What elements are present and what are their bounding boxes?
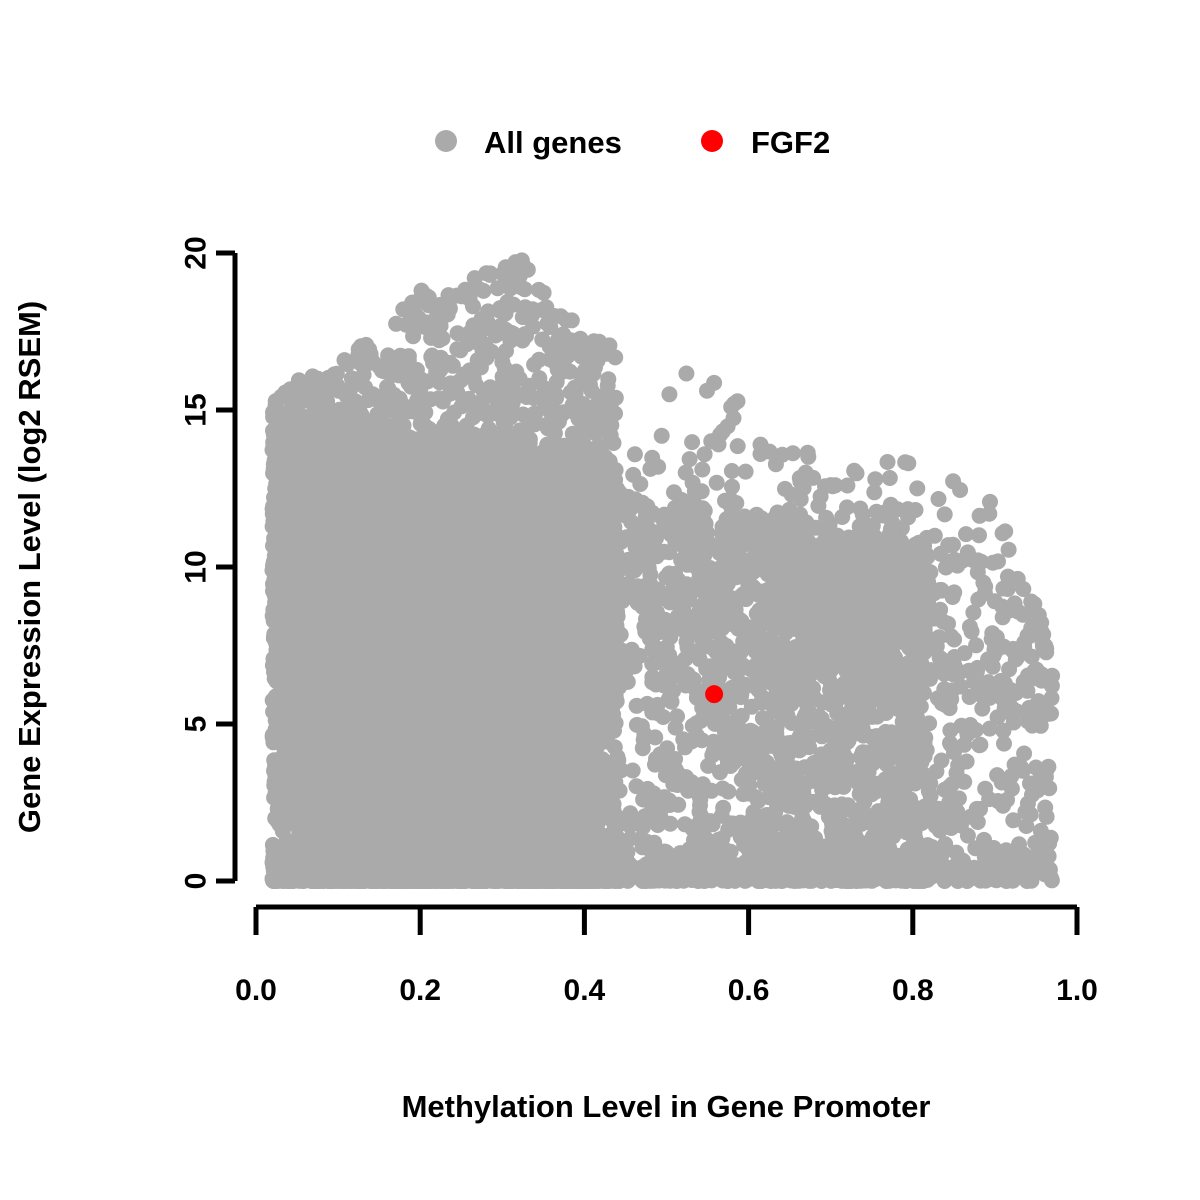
data-point <box>1038 808 1055 825</box>
all-genes-point-cloud <box>264 252 1061 889</box>
data-point <box>723 463 740 479</box>
data-point <box>995 722 1012 739</box>
data-point <box>600 371 617 388</box>
data-point <box>867 471 884 488</box>
data-point <box>879 454 896 470</box>
data-point <box>681 451 698 468</box>
data-point <box>881 470 898 486</box>
data-point <box>624 762 641 779</box>
data-point <box>626 446 643 463</box>
data-point <box>525 390 542 407</box>
data-point <box>777 480 793 497</box>
data-point <box>971 507 988 524</box>
data-point <box>489 280 506 297</box>
data-point <box>696 446 713 463</box>
data-point <box>708 474 725 491</box>
data-point <box>996 735 1012 752</box>
